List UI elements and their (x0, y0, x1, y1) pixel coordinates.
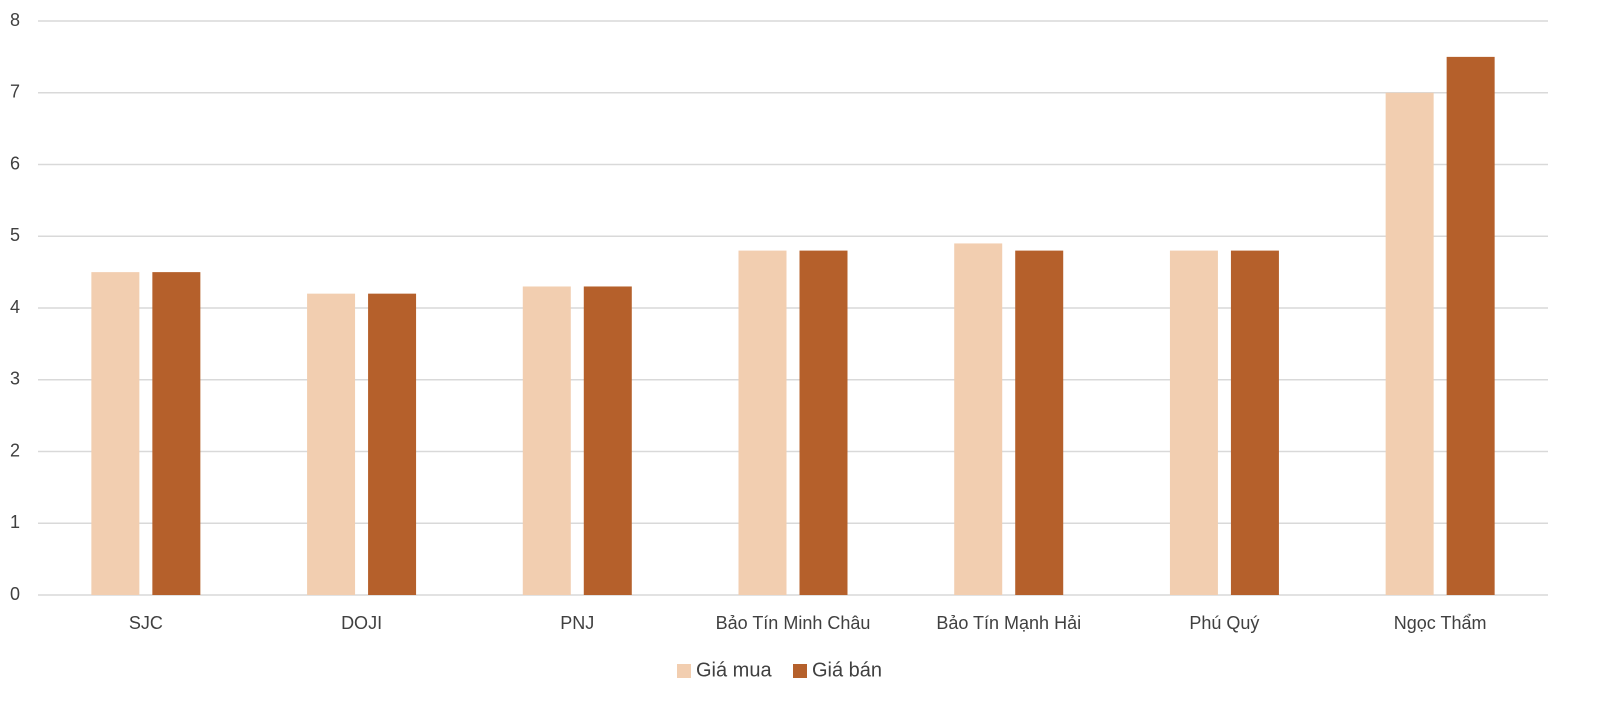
bar (1385, 92, 1434, 595)
bar (368, 293, 417, 595)
y-tick-label: 4 (10, 297, 20, 317)
x-tick-label: Ngọc Thẩm (1394, 613, 1487, 633)
y-tick-label: 8 (10, 10, 20, 30)
y-tick-label: 6 (10, 153, 20, 173)
bar (1446, 56, 1495, 595)
y-tick-label: 1 (10, 512, 20, 532)
bar (152, 272, 201, 595)
x-tick-label: Bảo Tín Mạnh Hải (936, 613, 1081, 633)
y-tick-label: 7 (10, 82, 20, 102)
x-tick-label: DOJI (341, 613, 382, 633)
y-tick-label: 5 (10, 225, 20, 245)
bar (1015, 250, 1064, 595)
x-tick-label: PNJ (560, 613, 594, 633)
x-tick-label: Bảo Tín Minh Châu (716, 613, 871, 633)
bar (738, 250, 787, 595)
legend-label: Giá bán (812, 659, 882, 681)
bar (1169, 250, 1218, 595)
legend-label: Giá mua (696, 659, 772, 681)
y-tick-label: 3 (10, 369, 20, 389)
bar (583, 286, 632, 595)
x-tick-label: Phú Quý (1189, 613, 1259, 633)
y-tick-label: 2 (10, 440, 20, 460)
y-tick-label: 0 (10, 584, 20, 604)
legend-swatch (677, 664, 691, 678)
legend-swatch (793, 664, 807, 678)
bar (91, 272, 140, 595)
x-tick-label: SJC (129, 613, 163, 633)
bar (954, 243, 1003, 596)
bar (522, 286, 571, 595)
bar (799, 250, 848, 595)
bar (1230, 250, 1279, 595)
bar (307, 293, 356, 595)
